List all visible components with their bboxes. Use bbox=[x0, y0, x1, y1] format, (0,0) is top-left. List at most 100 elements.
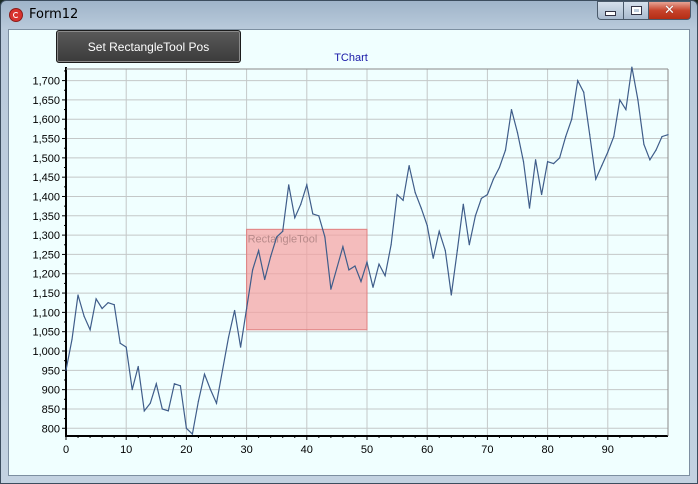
data-point bbox=[113, 304, 115, 306]
data-point bbox=[667, 134, 669, 136]
data-point bbox=[372, 286, 374, 288]
data-point bbox=[161, 408, 163, 410]
data-point bbox=[631, 66, 633, 68]
y-tick-label: 1,700 bbox=[32, 76, 60, 88]
data-point bbox=[330, 288, 332, 290]
data-point bbox=[197, 400, 200, 402]
data-point bbox=[655, 149, 657, 151]
data-point bbox=[577, 79, 579, 82]
close-button[interactable]: ✕ bbox=[648, 1, 691, 20]
x-tick-label: 80 bbox=[541, 444, 553, 456]
data-point bbox=[306, 184, 308, 186]
data-point bbox=[625, 108, 627, 111]
data-point bbox=[233, 309, 236, 312]
y-tick-label: 1,350 bbox=[32, 211, 60, 223]
data-point bbox=[607, 151, 609, 153]
data-point bbox=[589, 134, 591, 136]
data-point bbox=[221, 369, 224, 371]
data-point bbox=[522, 161, 525, 163]
data-point bbox=[444, 249, 446, 252]
data-point bbox=[95, 298, 97, 300]
set-rectangle-tool-pos-button[interactable]: Set RectangleTool Pos bbox=[56, 30, 241, 63]
data-point bbox=[203, 373, 206, 375]
data-point bbox=[89, 329, 91, 331]
data-point bbox=[486, 193, 488, 196]
data-point bbox=[456, 249, 458, 252]
y-tick-label: 950 bbox=[42, 365, 60, 377]
data-point bbox=[595, 178, 597, 180]
data-point bbox=[390, 244, 392, 246]
data-point bbox=[65, 369, 67, 371]
y-tick-label: 1,450 bbox=[32, 172, 60, 184]
data-point bbox=[215, 402, 218, 404]
data-point bbox=[504, 149, 507, 151]
x-tick-label: 40 bbox=[301, 444, 313, 456]
app-icon[interactable] bbox=[9, 8, 23, 22]
y-tick-label: 1,400 bbox=[32, 191, 60, 203]
data-point bbox=[294, 217, 296, 219]
data-point bbox=[191, 433, 194, 435]
maximize-button[interactable] bbox=[623, 1, 648, 20]
y-tick-label: 1,050 bbox=[32, 327, 60, 339]
data-point bbox=[408, 164, 410, 167]
data-point bbox=[661, 136, 663, 138]
data-point bbox=[384, 275, 386, 277]
data-point bbox=[149, 402, 151, 404]
data-point bbox=[258, 249, 260, 252]
x-tick-label: 60 bbox=[421, 444, 433, 456]
rectangle-tool[interactable] bbox=[246, 228, 368, 331]
data-point bbox=[336, 267, 338, 269]
minimize-button[interactable] bbox=[597, 1, 623, 20]
data-point bbox=[209, 389, 212, 391]
data-point bbox=[643, 143, 645, 145]
data-point bbox=[438, 230, 440, 232]
data-point bbox=[528, 207, 531, 209]
title-bar[interactable]: Form12 ✕ bbox=[1, 1, 697, 29]
data-point bbox=[239, 346, 242, 348]
data-point bbox=[378, 263, 380, 265]
data-point bbox=[318, 215, 320, 217]
data-point bbox=[366, 261, 368, 263]
data-point bbox=[282, 230, 284, 232]
x-tick-label: 90 bbox=[602, 444, 614, 456]
data-point bbox=[264, 278, 266, 281]
data-point bbox=[619, 99, 621, 101]
close-icon: ✕ bbox=[664, 3, 675, 18]
data-point bbox=[540, 193, 543, 196]
data-point bbox=[131, 389, 133, 391]
data-point bbox=[300, 203, 302, 205]
data-point bbox=[354, 265, 356, 267]
data-point bbox=[276, 236, 278, 238]
y-tick-label: 850 bbox=[42, 404, 60, 416]
data-point bbox=[583, 91, 585, 93]
data-point bbox=[324, 236, 326, 238]
data-point bbox=[83, 315, 85, 317]
y-tick-label: 1,000 bbox=[32, 346, 60, 358]
data-point bbox=[462, 203, 464, 205]
rectangle-tool-label: RectangleTool bbox=[248, 233, 318, 245]
data-point bbox=[565, 136, 567, 138]
data-point bbox=[402, 199, 404, 201]
data-point bbox=[348, 269, 350, 271]
data-point bbox=[492, 178, 495, 180]
data-point bbox=[137, 365, 139, 368]
data-point bbox=[426, 224, 428, 227]
data-point bbox=[71, 338, 73, 341]
data-point bbox=[559, 157, 561, 159]
data-point bbox=[613, 136, 615, 138]
maximize-icon bbox=[630, 6, 642, 15]
x-tick-label: 10 bbox=[120, 444, 132, 456]
data-point bbox=[649, 159, 651, 161]
data-point bbox=[360, 280, 362, 283]
y-tick-label: 1,250 bbox=[32, 249, 60, 261]
data-point bbox=[510, 108, 513, 111]
y-tick-label: 1,550 bbox=[32, 134, 60, 146]
data-point bbox=[270, 255, 272, 257]
data-point bbox=[547, 161, 549, 163]
data-point bbox=[288, 184, 290, 186]
y-tick-label: 1,300 bbox=[32, 230, 60, 242]
data-point bbox=[414, 192, 416, 194]
minimize-icon bbox=[605, 11, 616, 16]
y-tick-label: 1,650 bbox=[32, 95, 60, 107]
